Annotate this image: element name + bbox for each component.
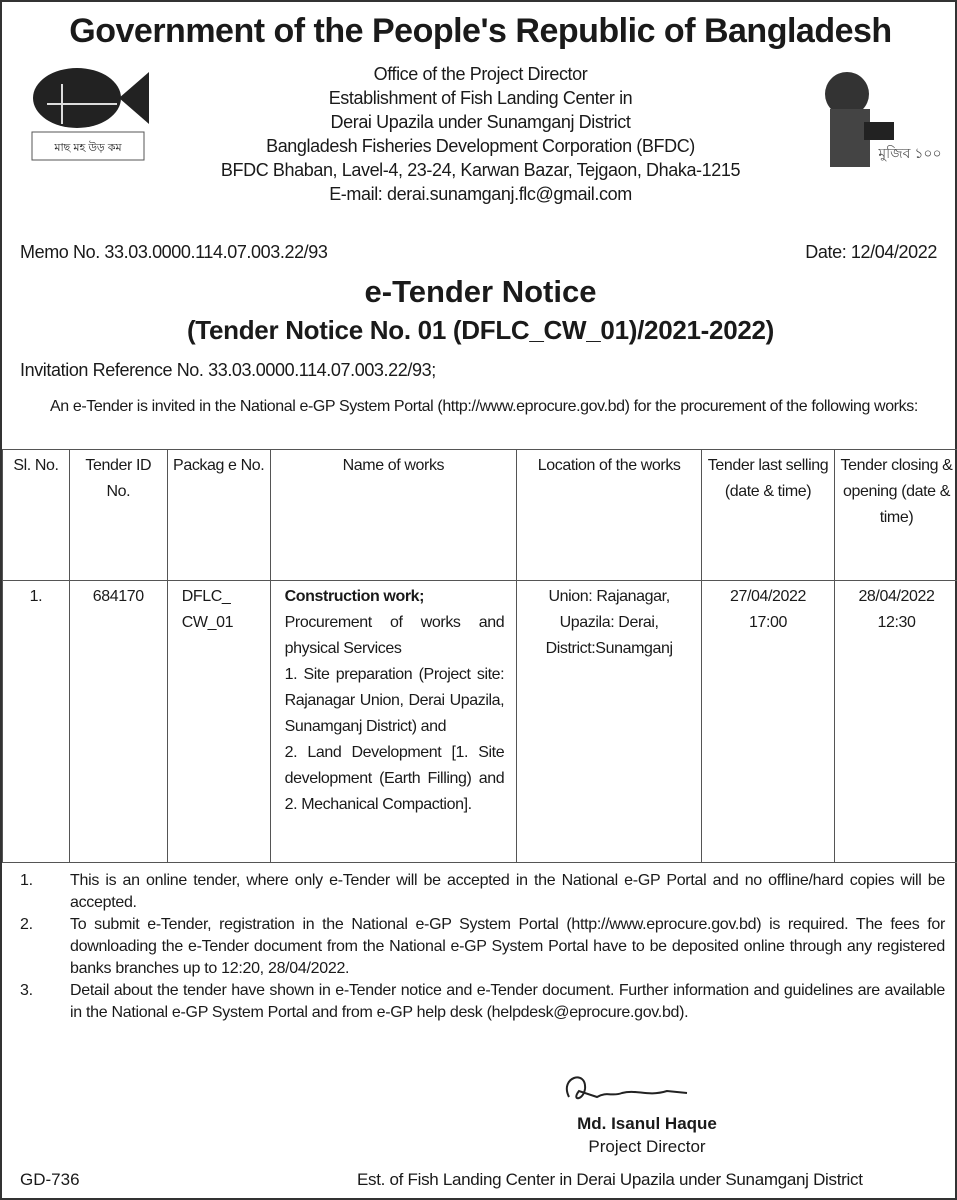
mujib100-text: মুজিব ১০০: [877, 145, 941, 161]
signatory-role: Project Director: [588, 1137, 706, 1156]
email-label: E-mail:: [329, 184, 388, 204]
works-line: 1. Site preparation (Project site: Rajan…: [284, 666, 505, 735]
works-line: 2. Land Development [1. Site development…: [284, 744, 505, 813]
tender-table: Sl. No. Tender ID No. Packag e No. Name …: [2, 449, 957, 863]
gd-number: GD-736: [20, 1170, 80, 1189]
header-package: Packag e No.: [166, 449, 271, 581]
memo-date: Date: 12/04/2022: [805, 242, 937, 262]
document-title: Government of the People's Republic of B…: [69, 12, 892, 50]
note-item: 1. This is an online tender, where only e…: [20, 872, 945, 911]
intro-paragraph: An e-Tender is invited in the National e…: [20, 397, 945, 417]
cell-last-selling: 27/04/2022 17:00: [701, 580, 835, 863]
cell-tender-id: 684170: [68, 580, 168, 863]
office-header: Office of the Project Director Establish…: [152, 62, 809, 206]
cell-sl: 1.: [2, 580, 70, 863]
header-line: Office of the Project Director: [373, 64, 588, 84]
cell-location: Union: Rajanagar, Upazila: Derai, Distri…: [516, 580, 703, 863]
note-item: 2. To submit e-Tender, registration in th…: [20, 916, 945, 977]
table-row: 1. 684170 DFLC_ CW_01 Construction work;…: [2, 580, 957, 863]
note-item: 3. Detail about the tender have shown in …: [20, 982, 945, 1021]
notice-title: e-Tender Notice: [364, 274, 597, 309]
header-closing: Tender closing & opening (date & time): [833, 449, 957, 581]
header-line: BFDC Bhaban, Lavel-4, 23-24, Karwan Baza…: [220, 160, 741, 180]
header-line: Establishment of Fish Landing Center in: [328, 88, 633, 108]
portrait-mujib100-logo: মুজিব ১০০: [802, 64, 942, 169]
works-line: Procurement of works and physical Servic…: [284, 614, 505, 657]
signature-image: [557, 1067, 697, 1117]
email-line: E-mail: derai.sunamganj.flc@gmail.com: [152, 182, 809, 206]
eprocure-link[interactable]: http://www.eprocure.gov.bd: [442, 398, 625, 415]
signatory-name: Md. Isanul Haque: [577, 1114, 717, 1133]
notes-list: 1. This is an online tender, where only e…: [20, 870, 945, 1024]
works-heading: Construction work;: [284, 588, 425, 605]
email-link[interactable]: derai.sunamganj.flc@gmail.com: [387, 184, 632, 204]
bfdc-fish-logo: মাছ মহ উড় কম: [27, 64, 152, 164]
header-line: Derai Upazila under Sunamganj District: [330, 112, 631, 132]
footer-office: Est. of Fish Landing Center in Derai Upa…: [357, 1170, 863, 1189]
memo-number: Memo No. 33.03.0000.114.07.003.22/93: [20, 242, 328, 262]
cell-works: Construction work; Procurement of works …: [269, 580, 518, 863]
invitation-reference: Invitation Reference No. 33.03.0000.114.…: [20, 360, 436, 380]
intro-text: An e-Tender is invited in the National e…: [50, 398, 443, 415]
cell-closing: 28/04/2022 12:30: [833, 580, 957, 863]
cell-package: DFLC_ CW_01: [166, 580, 271, 863]
intro-text: ) for the procurement of the following w…: [624, 398, 919, 415]
header-location: Location of the works: [516, 449, 703, 581]
header-tender-id: Tender ID No.: [68, 449, 168, 581]
table-header-row: Sl. No. Tender ID No. Packag e No. Name …: [2, 449, 957, 581]
header-line: Bangladesh Fisheries Development Corpora…: [266, 136, 695, 156]
header-sl: Sl. No.: [2, 449, 70, 581]
notice-subtitle: (Tender Notice No. 01 (DFLC_CW_01)/2021-…: [186, 315, 775, 345]
header-works: Name of works: [269, 449, 518, 581]
header-last-selling: Tender last selling (date & time): [701, 449, 835, 581]
logo-caption: মাছ মহ উড় কম: [53, 141, 122, 154]
